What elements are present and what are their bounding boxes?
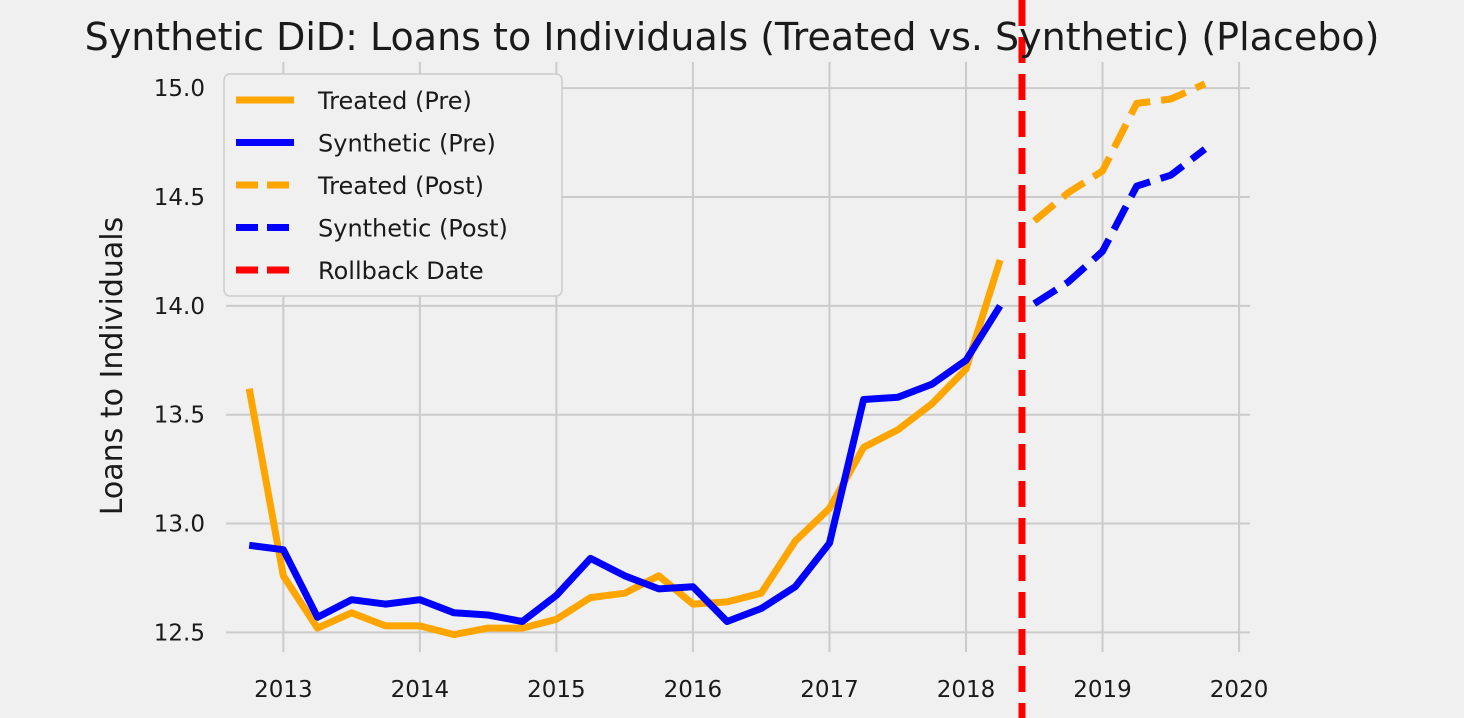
series-line-treated-post — [1032, 80, 1207, 224]
series-layer — [245, 0, 1208, 718]
x-tick-label-2016: 2016 — [664, 677, 723, 703]
series-line-treated-pre — [245, 259, 1004, 639]
x-tick-label-2015: 2015 — [527, 677, 586, 703]
y-tick-label-14.0: 14.0 — [154, 294, 205, 320]
x-tick-label-2018: 2018 — [937, 677, 996, 703]
y-tick-labels: 12.5 13.0 13.5 14.0 14.5 15.0 — [154, 76, 205, 646]
legend-label-treated-pre: Treated (Pre) — [317, 87, 472, 115]
x-tick-labels: 2013 2014 2015 2016 2017 2018 2019 2020 — [254, 677, 1268, 703]
y-axis-label: Loans to Individuals — [95, 217, 130, 516]
x-tick-label-2017: 2017 — [800, 677, 859, 703]
legend-label-treated-post: Treated (Post) — [317, 172, 484, 200]
chart-title: Synthetic DiD: Loans to Individuals (Tre… — [85, 15, 1380, 59]
x-tick-label-2019: 2019 — [1073, 677, 1132, 703]
series-line-synthetic-pre — [248, 303, 1004, 625]
x-tick-label-2020: 2020 — [1210, 677, 1269, 703]
y-tick-label-15.0: 15.0 — [154, 76, 205, 102]
y-tick-label-14.5: 14.5 — [154, 185, 205, 211]
series-line-synthetic-post — [1032, 146, 1208, 307]
x-tick-label-2014: 2014 — [391, 677, 450, 703]
x-tick-label-2013: 2013 — [254, 677, 313, 703]
legend-label-synthetic-post: Synthetic (Post) — [318, 215, 508, 243]
y-tick-label-12.5: 12.5 — [154, 620, 205, 646]
legend: Treated (Pre) Synthetic (Pre) Treated (Pos… — [223, 73, 563, 297]
y-tick-label-13.5: 13.5 — [154, 403, 205, 429]
legend-box — [223, 73, 563, 297]
legend-label-synthetic-pre: Synthetic (Pre) — [318, 130, 496, 158]
y-tick-label-13.0: 13.0 — [154, 512, 205, 538]
legend-label-rollback-date: Rollback Date — [318, 257, 484, 285]
